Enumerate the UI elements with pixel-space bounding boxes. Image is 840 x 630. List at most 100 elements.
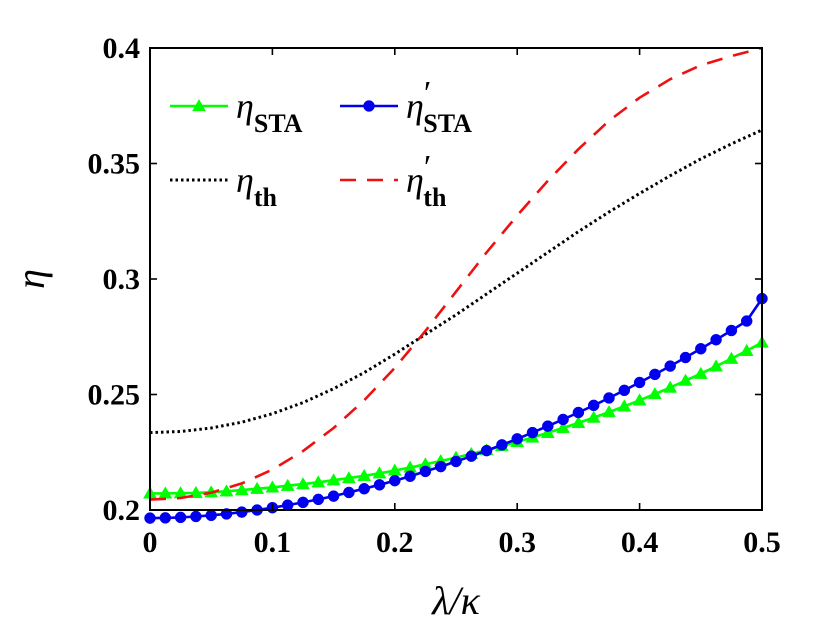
legend-subscript: STA <box>254 109 303 138</box>
legend-symbol: η <box>406 160 424 200</box>
y-tick-label: 0.4 <box>103 32 141 65</box>
y-tick-label: 0.35 <box>88 148 141 181</box>
series-layer <box>143 46 769 524</box>
marker-eta_sta_prime <box>679 351 692 364</box>
legend-label-eta_sta: ηSTA <box>236 86 303 138</box>
marker-eta_sta_prime <box>649 368 661 381</box>
marker-eta_sta <box>571 415 586 429</box>
marker-eta_sta_prime <box>695 343 707 355</box>
marker-eta_sta_prime <box>603 392 615 404</box>
legend-label-eta_th: ηth <box>236 160 278 212</box>
marker-eta_sta_prime <box>480 444 493 457</box>
marker-eta_sta <box>617 399 632 412</box>
plot-background <box>150 48 762 510</box>
marker-eta_sta_prime <box>526 426 539 439</box>
series-eta_th_prime <box>149 46 763 501</box>
marker-eta_sta_prime <box>664 360 676 372</box>
series-eta_sta_prime <box>144 292 768 524</box>
legend-prime: ′ <box>424 149 431 186</box>
legend-entry-eta_sta_prime: η′ STA <box>340 75 472 138</box>
marker-eta_sta <box>663 380 678 393</box>
marker-eta_sta_prime <box>220 508 233 520</box>
legend-subscript: th <box>423 183 447 212</box>
x-tick-label: 0 <box>143 526 158 559</box>
marker-eta_sta <box>357 468 372 481</box>
marker-eta_sta <box>602 405 616 418</box>
marker-eta_sta <box>280 478 295 491</box>
marker-eta_sta_prime <box>740 315 753 327</box>
marker-eta_sta_prime <box>358 482 370 495</box>
y-tick-label: 0.3 <box>103 263 141 296</box>
x-tick-label: 0.5 <box>743 526 781 559</box>
marker-eta_sta <box>709 359 724 372</box>
marker-eta_sta_prime <box>236 506 248 518</box>
legend-marker-eta_sta <box>192 98 206 112</box>
marker-eta_sta <box>540 425 555 438</box>
marker-eta_sta_prime <box>159 512 172 524</box>
y-tick-label: 0.25 <box>88 379 141 412</box>
marker-eta_sta_prime <box>725 324 738 337</box>
marker-eta_sta <box>250 481 265 494</box>
marker-eta_sta_prime <box>633 376 646 389</box>
marker-eta_sta_prime <box>144 512 156 524</box>
marker-eta_sta <box>234 483 249 496</box>
marker-eta_sta <box>647 387 662 400</box>
x-tick-label: 0.3 <box>498 526 536 559</box>
marker-eta_sta_prime <box>511 433 523 445</box>
marker-eta_sta <box>556 420 571 434</box>
marker-eta_sta <box>341 471 356 484</box>
marker-eta_sta_prime <box>389 474 401 487</box>
tick-layer <box>149 47 763 511</box>
marker-eta_sta_prime <box>710 334 722 346</box>
x-tick-label: 0.4 <box>621 526 659 559</box>
legend-subscript: STA <box>423 109 472 138</box>
marker-eta_sta <box>739 343 754 356</box>
marker-eta_sta_prime <box>205 509 217 522</box>
legend-entry-eta_th: ηth <box>170 160 278 212</box>
x-axis-label: λ/κ <box>431 578 480 623</box>
marker-eta_sta <box>693 366 708 379</box>
y-tick-label: 0.2 <box>103 494 141 527</box>
legend-entry-eta_th_prime: η′ th <box>340 149 447 212</box>
marker-eta_sta_prime <box>174 511 187 524</box>
marker-eta_sta_prime <box>434 460 447 473</box>
tick-label-layer: 0 0.1 0.2 0.3 0.4 0.5 0.2 0.25 0.3 0.35 0.4 <box>88 32 781 559</box>
marker-eta_sta_prime <box>419 465 432 478</box>
marker-eta_sta_prime <box>572 406 585 419</box>
marker-eta_sta <box>265 480 280 493</box>
marker-eta_sta <box>219 484 234 497</box>
marker-eta_sta_prime <box>343 486 355 499</box>
x-tick-label: 0.1 <box>254 526 292 559</box>
marker-eta_sta <box>296 477 310 490</box>
legend-label-eta_sta_prime: η′ STA <box>406 75 472 138</box>
marker-eta_sta_prime <box>404 470 416 483</box>
marker-eta_sta_prime <box>557 413 569 426</box>
x-tick-label: 0.2 <box>376 526 414 559</box>
marker-eta_sta_prime <box>373 479 386 491</box>
legend-entry-eta_sta: ηSTA <box>170 86 303 138</box>
marker-eta_sta_prime <box>542 420 554 432</box>
legend-marker-eta_sta_prime <box>363 100 375 112</box>
marker-eta_sta_prime <box>496 439 508 451</box>
legend-symbol: η <box>236 86 254 126</box>
marker-eta_sta <box>311 475 326 488</box>
marker-eta_sta <box>326 473 341 486</box>
marker-eta_sta_prime <box>281 499 294 511</box>
marker-eta_sta_prime <box>312 493 325 506</box>
marker-eta_sta_prime <box>465 450 478 462</box>
legend-symbol: η <box>406 86 424 126</box>
marker-eta_sta <box>678 373 693 386</box>
marker-eta_sta <box>632 393 647 406</box>
y-axis-label: η <box>8 269 53 289</box>
marker-eta_sta_prime <box>450 455 462 468</box>
legend-subscript: th <box>254 183 278 212</box>
marker-eta_sta_prime <box>327 490 340 502</box>
marker-eta_sta_prime <box>297 496 309 509</box>
marker-eta_sta <box>188 485 203 499</box>
marker-eta_sta <box>586 410 601 423</box>
marker-eta_sta_prime <box>618 384 631 397</box>
marker-eta_sta <box>372 466 387 479</box>
marker-eta_sta_prime <box>190 510 202 523</box>
